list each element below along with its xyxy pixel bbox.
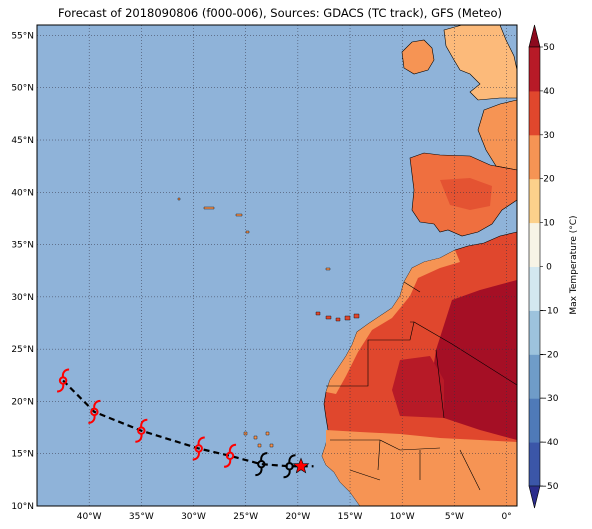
tc-track [57, 368, 314, 479]
colorbar-tick-label: 30 [543, 131, 555, 141]
colorbar-segment [529, 266, 540, 311]
madeira [325, 267, 331, 271]
sahel-band [322, 430, 517, 506]
lon-tick-label: 35°W [129, 512, 154, 522]
lon-tick-label: 30°W [181, 512, 206, 522]
lat-tick-label: 30°N [11, 293, 34, 303]
colorbar-segment [529, 398, 540, 443]
colorbar-segment [529, 442, 540, 487]
colorbar-tick-label: −40 [540, 438, 559, 448]
colorbar-tick-label: −50 [540, 482, 559, 492]
iberia-highland [440, 178, 492, 210]
cyclone-icon [223, 443, 237, 468]
colorbar-tick-label: 0 [546, 263, 552, 273]
lon-tick-label: 5°W [445, 512, 464, 522]
colorbar-segment [529, 354, 540, 399]
lat-tick-label: 15°N [11, 450, 34, 460]
colorbar-segment [529, 134, 540, 180]
colorbar-segment [529, 222, 540, 267]
sahara-core [430, 280, 517, 440]
latitude-ticks: 10°N 15°N 20°N 25°N 30°N 35°N 40°N 45°N 50°N 55°N [11, 31, 34, 512]
coastal-band [326, 250, 460, 394]
canary-islands [315, 311, 360, 322]
lat-tick-label: 10°N [11, 502, 34, 512]
land-layer [177, 25, 517, 506]
cape-verde [243, 431, 274, 448]
lon-tick-label: 15°W [338, 512, 363, 522]
lon-tick-label: 40°W [77, 512, 102, 522]
current-position-star [292, 457, 310, 474]
lat-tick-label: 40°N [11, 188, 34, 198]
colorbar-tick-label: 40 [543, 87, 555, 97]
colorbar-tick-label: 50 [543, 43, 555, 53]
graticule [37, 25, 517, 506]
colorbar-tick-label: 10 [543, 219, 555, 229]
lat-tick-label: 35°N [11, 241, 34, 251]
colorbar-tick-label: −20 [540, 350, 559, 360]
lat-tick-label: 20°N [11, 397, 34, 407]
colorbar-tick-label: −30 [540, 394, 559, 404]
longitude-ticks: 40°W 35°W 30°W 25°W 20°W 15°W 10°W 5°W 0° [77, 512, 512, 522]
azores [177, 197, 250, 234]
west-hot-patch [392, 356, 444, 418]
lon-tick-label: 20°W [285, 512, 310, 522]
colorbar-segment [529, 90, 540, 136]
colorbar-label: Max Temperature (°C) [569, 215, 579, 314]
colorbar-segment [529, 178, 540, 224]
colorbar-min-arrow [528, 485, 541, 509]
cyclone-icon [57, 368, 70, 393]
ireland [401, 39, 435, 75]
lat-tick-label: 50°N [11, 84, 34, 94]
colorbar: −50 −40 −30 −20 −10 0 10 20 30 40 50 [528, 24, 559, 509]
map-frame [36, 24, 518, 507]
lon-tick-label: 25°W [233, 512, 258, 522]
cyclone-icon [255, 452, 268, 477]
lat-tick-label: 25°N [11, 345, 34, 355]
colorbar-segment [529, 310, 540, 355]
colorbar-tick-label: 20 [543, 175, 555, 185]
colorbar-segment [529, 47, 540, 92]
cyclone-icon [88, 399, 101, 424]
cyclone-icon [192, 436, 205, 461]
colorbar-tick-label: −10 [540, 306, 559, 316]
map-title: Forecast of 2018090806 (f000-006), Sourc… [58, 6, 502, 20]
lat-tick-label: 45°N [11, 136, 34, 146]
lon-tick-label: 0° [501, 512, 511, 522]
country-borders [326, 281, 517, 491]
great-britain [443, 25, 517, 101]
lon-tick-label: 10°W [390, 512, 415, 522]
cyclone-icon [135, 418, 148, 443]
colorbar-max-arrow [528, 24, 541, 48]
cyclone-icon [283, 454, 296, 479]
lat-tick-label: 55°N [11, 31, 34, 41]
